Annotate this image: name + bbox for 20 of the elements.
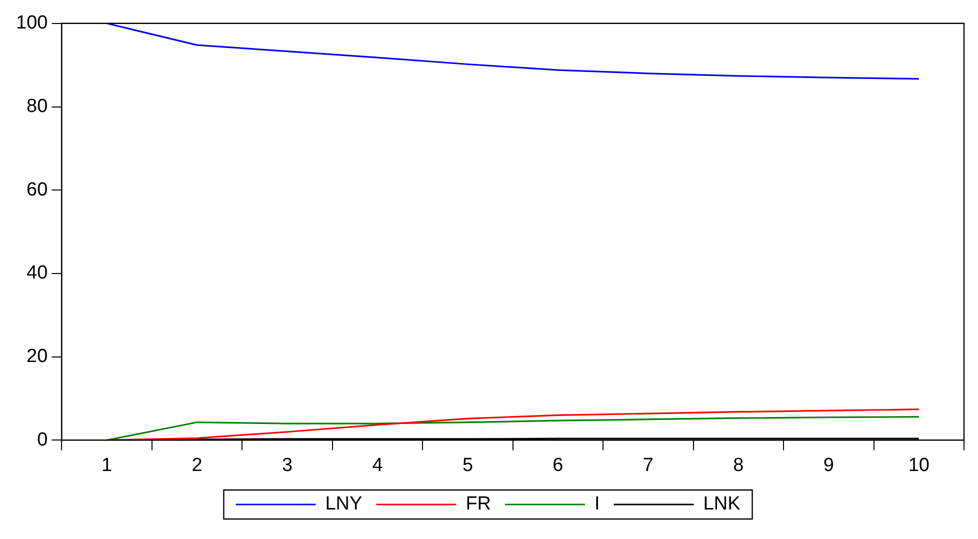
x-tick-label: 4 — [372, 454, 384, 476]
x-tick-label: 3 — [282, 454, 293, 476]
legend-label: FR — [466, 494, 492, 515]
y-tick-label: 0 — [37, 429, 48, 450]
x-tick-label: 2 — [192, 454, 202, 476]
x-tick-label: 10 — [908, 454, 930, 476]
y-tick-label: 40 — [26, 262, 48, 284]
x-tick-label: 5 — [462, 454, 474, 476]
legend-label: LNY — [325, 494, 363, 515]
x-tick-label: 8 — [733, 454, 744, 476]
y-tick-label: 100 — [16, 12, 48, 34]
y-tick-label: 80 — [26, 96, 48, 117]
y-tick-label: 20 — [26, 346, 48, 368]
x-tick-label: 6 — [552, 454, 564, 476]
x-tick-label: 7 — [642, 454, 654, 476]
x-tick-label: 9 — [823, 454, 834, 476]
y-tick-label: 60 — [26, 179, 48, 200]
legend-label: LNK — [703, 494, 741, 515]
legend-label: I — [594, 494, 600, 515]
x-tick-label: 1 — [102, 454, 112, 476]
